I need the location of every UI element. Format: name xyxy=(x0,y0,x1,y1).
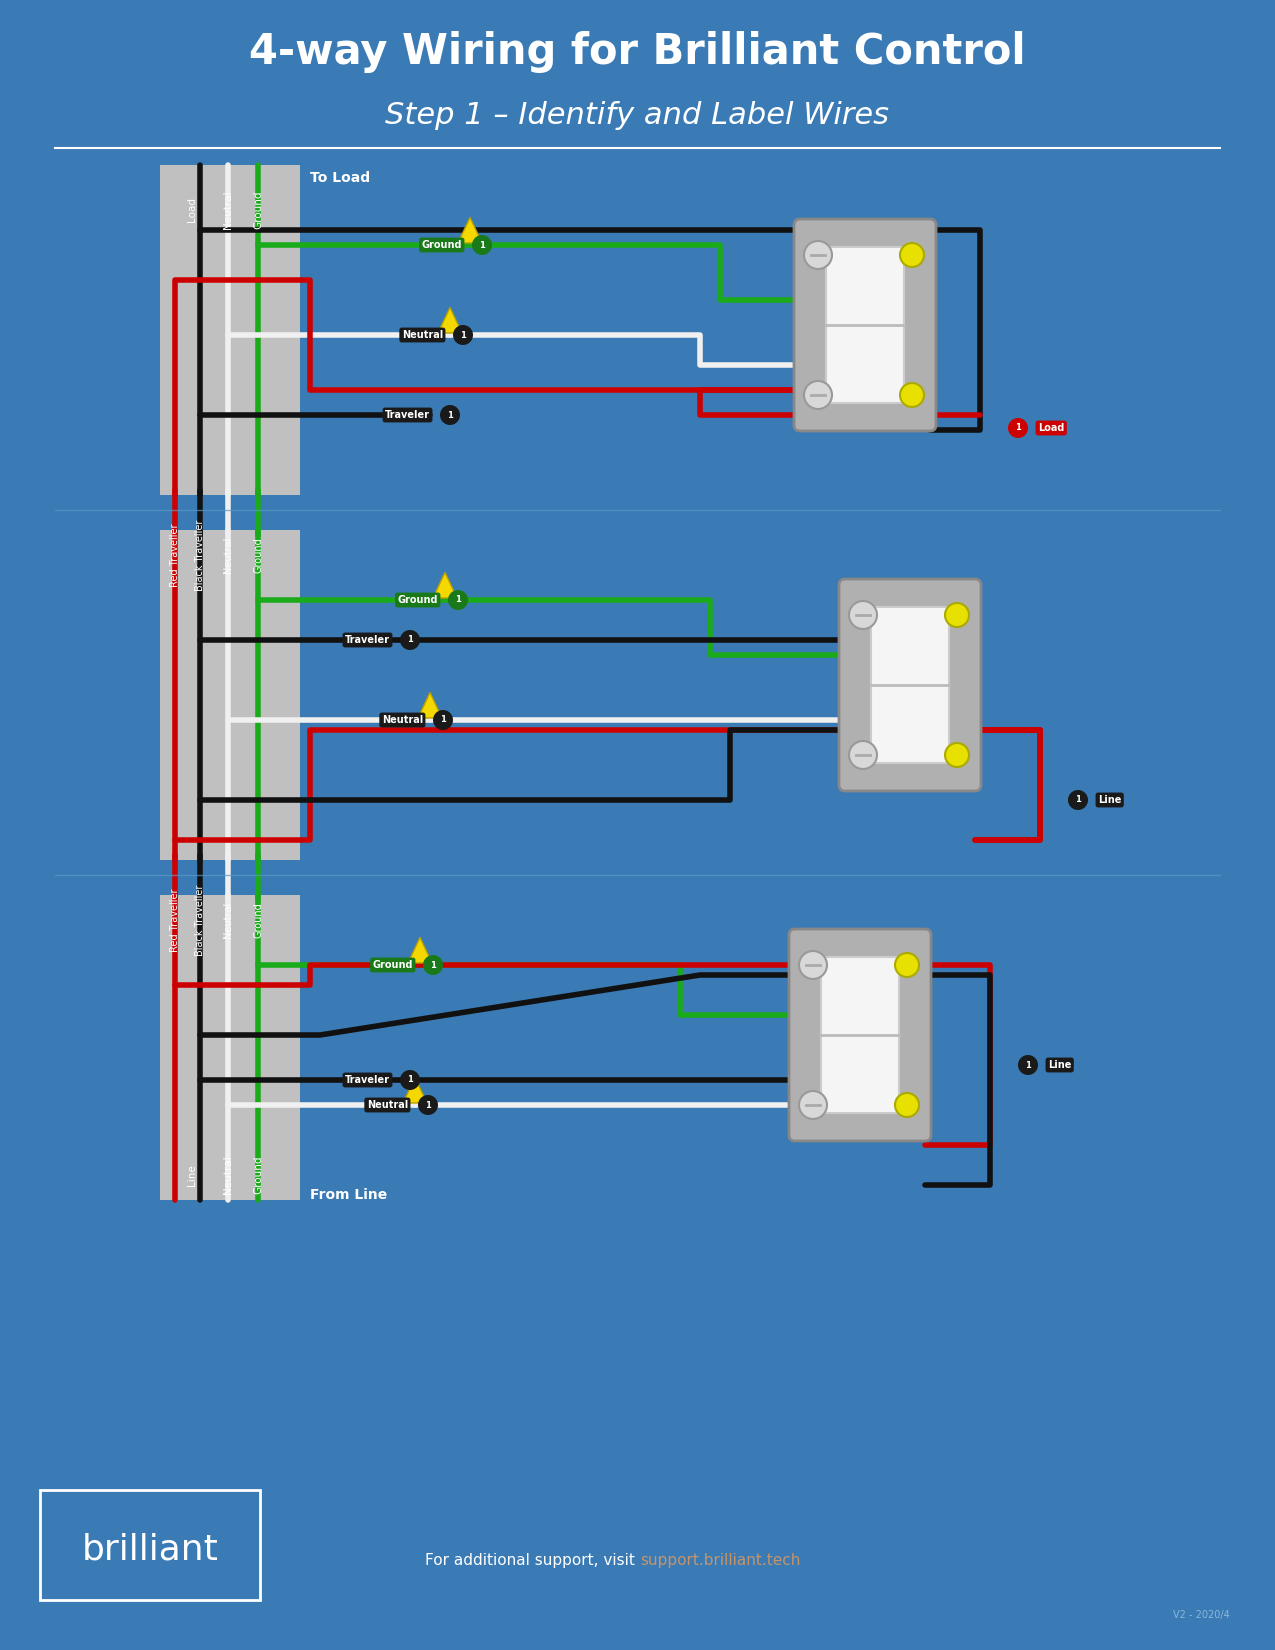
Circle shape xyxy=(472,234,492,256)
Polygon shape xyxy=(403,1077,427,1102)
Text: 1: 1 xyxy=(425,1101,431,1109)
Text: 1: 1 xyxy=(479,241,484,249)
Bar xyxy=(40,1490,260,1600)
Text: Red Traveller: Red Traveller xyxy=(170,888,180,952)
Text: Line: Line xyxy=(1098,795,1122,805)
Text: 4-way Wiring for Brilliant Control: 4-way Wiring for Brilliant Control xyxy=(249,31,1025,73)
Circle shape xyxy=(849,741,877,769)
Circle shape xyxy=(434,710,453,729)
Text: Ground: Ground xyxy=(398,596,439,606)
Circle shape xyxy=(805,381,833,409)
Circle shape xyxy=(895,1092,919,1117)
Text: 1: 1 xyxy=(430,960,436,970)
Circle shape xyxy=(895,954,919,977)
FancyBboxPatch shape xyxy=(789,929,931,1142)
Bar xyxy=(821,957,899,1114)
Text: Line: Line xyxy=(187,1165,198,1186)
Text: 1: 1 xyxy=(1015,424,1021,432)
Polygon shape xyxy=(408,937,432,964)
Text: Line: Line xyxy=(1048,1059,1071,1069)
Circle shape xyxy=(400,630,419,650)
Circle shape xyxy=(900,383,924,408)
Circle shape xyxy=(799,950,827,978)
Text: Neutral: Neutral xyxy=(223,191,233,229)
Bar xyxy=(826,248,904,403)
Circle shape xyxy=(423,955,442,975)
Text: 1: 1 xyxy=(1025,1061,1031,1069)
Text: Neutral: Neutral xyxy=(381,714,423,724)
Bar xyxy=(159,530,300,860)
Text: For additional support, visit: For additional support, visit xyxy=(426,1553,640,1567)
Text: Ground: Ground xyxy=(252,191,263,229)
Text: 1: 1 xyxy=(1075,795,1081,805)
Circle shape xyxy=(1068,790,1088,810)
Text: 1: 1 xyxy=(460,330,465,340)
Text: Neutral: Neutral xyxy=(223,536,233,573)
Circle shape xyxy=(418,1096,439,1115)
Bar xyxy=(159,894,300,1200)
Text: Neutral: Neutral xyxy=(402,330,442,340)
Text: 1: 1 xyxy=(407,1076,413,1084)
Bar xyxy=(871,607,949,762)
Text: Traveler: Traveler xyxy=(346,635,390,645)
Polygon shape xyxy=(434,573,456,597)
FancyBboxPatch shape xyxy=(794,219,936,431)
Text: support.brilliant.tech: support.brilliant.tech xyxy=(640,1553,801,1567)
Circle shape xyxy=(1017,1054,1038,1076)
Bar xyxy=(159,165,300,495)
Text: Ground: Ground xyxy=(252,903,263,937)
Text: Neutral: Neutral xyxy=(367,1101,408,1110)
Circle shape xyxy=(945,742,969,767)
Circle shape xyxy=(799,1091,827,1119)
Text: Ground: Ground xyxy=(252,538,263,573)
Text: Black Traveller: Black Traveller xyxy=(195,884,205,955)
Text: 1: 1 xyxy=(440,716,446,724)
Circle shape xyxy=(849,601,877,629)
Text: To Load: To Load xyxy=(310,172,370,185)
Text: Traveler: Traveler xyxy=(385,409,430,421)
Text: 1: 1 xyxy=(407,635,413,645)
Text: Step 1 – Identify and Label Wires: Step 1 – Identify and Label Wires xyxy=(385,101,889,129)
Text: Traveler: Traveler xyxy=(346,1076,390,1086)
Text: 1: 1 xyxy=(455,596,462,604)
Text: brilliant: brilliant xyxy=(82,1533,218,1568)
Text: V2 - 2020/4: V2 - 2020/4 xyxy=(1173,1610,1230,1620)
Polygon shape xyxy=(458,218,482,243)
Circle shape xyxy=(945,602,969,627)
Text: Ground: Ground xyxy=(372,960,413,970)
Polygon shape xyxy=(439,307,462,333)
FancyBboxPatch shape xyxy=(839,579,980,790)
Text: Neutral: Neutral xyxy=(223,903,233,939)
Text: 1: 1 xyxy=(448,411,453,419)
Text: Ground: Ground xyxy=(252,1155,263,1195)
Text: Load: Load xyxy=(187,198,198,223)
Circle shape xyxy=(400,1069,419,1091)
Circle shape xyxy=(900,243,924,267)
Circle shape xyxy=(805,241,833,269)
Text: Load: Load xyxy=(1038,422,1065,432)
Polygon shape xyxy=(418,693,442,718)
Circle shape xyxy=(440,404,460,426)
Text: From Line: From Line xyxy=(310,1188,388,1201)
Text: Red Traveller: Red Traveller xyxy=(170,523,180,587)
Text: Black Traveller: Black Traveller xyxy=(195,520,205,591)
Circle shape xyxy=(448,591,468,610)
Text: Ground: Ground xyxy=(422,239,462,251)
Text: Neutral: Neutral xyxy=(223,1155,233,1195)
Circle shape xyxy=(1009,417,1028,437)
Circle shape xyxy=(453,325,473,345)
